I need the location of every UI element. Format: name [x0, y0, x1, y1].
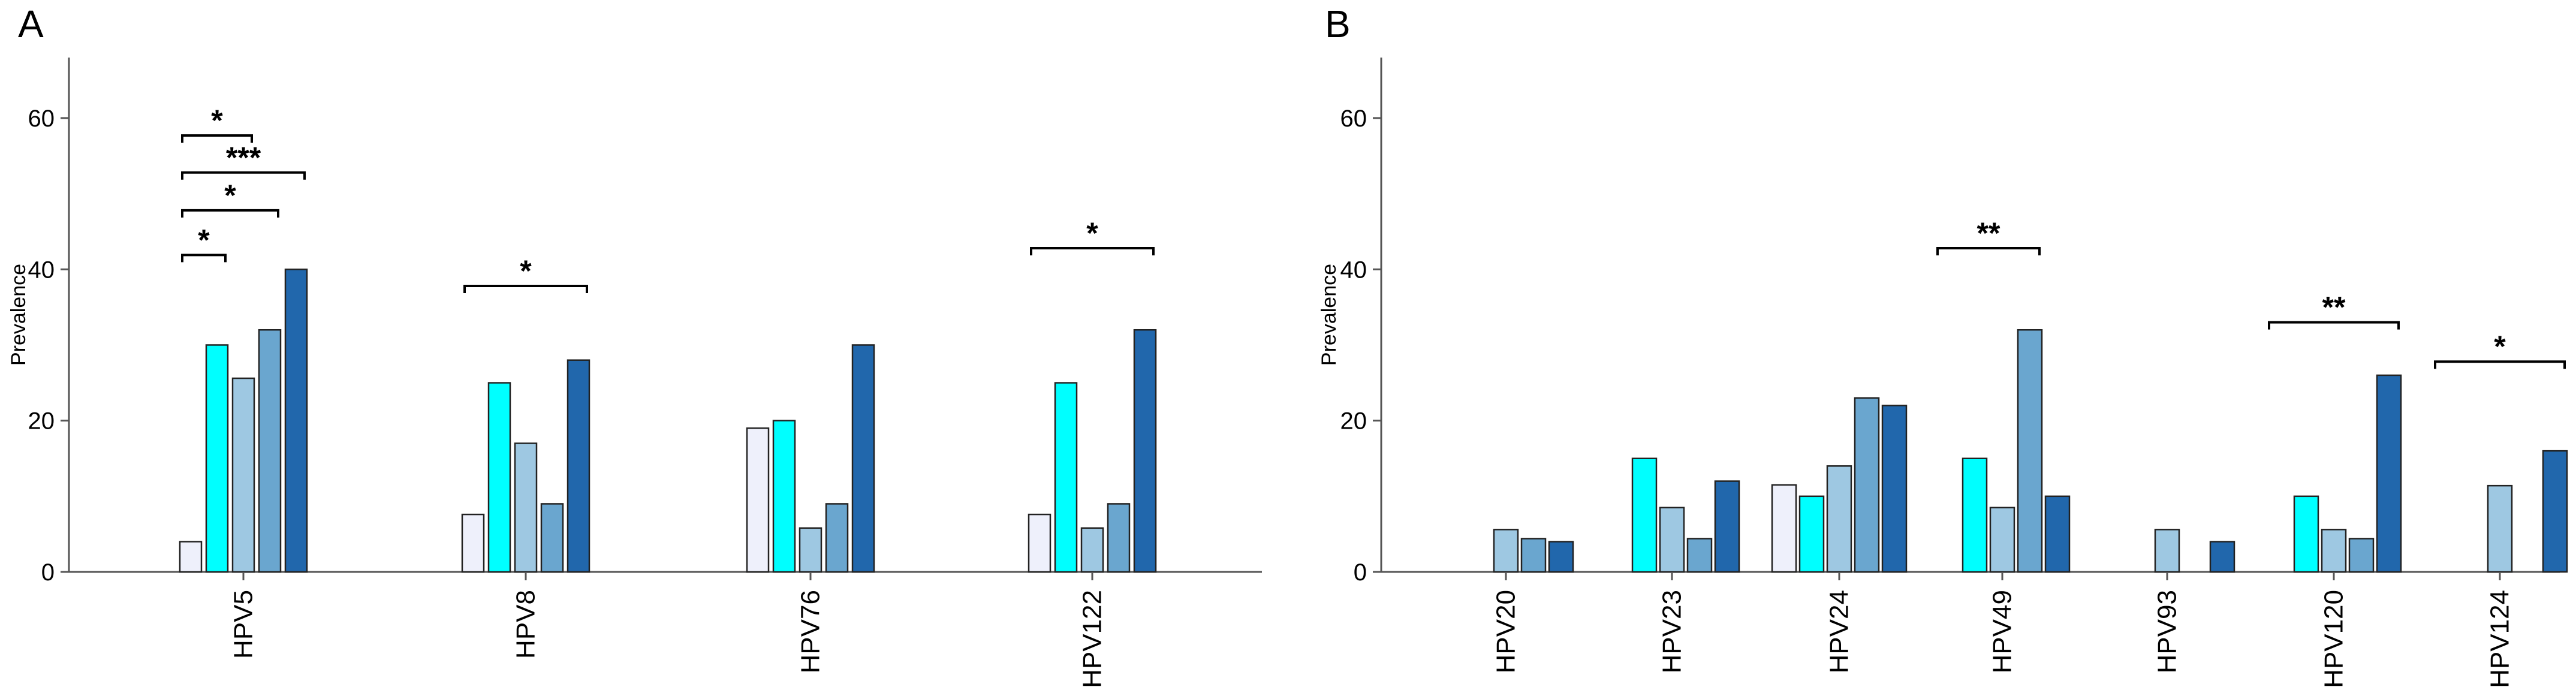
- panel-a-bar-hpv8-s4: [540, 503, 564, 573]
- panel-a-bar-hpv8-s3: [514, 442, 538, 573]
- panel-a-significance-label: ***: [226, 141, 261, 174]
- panel-b-significance-label: **: [1977, 216, 2000, 250]
- panel-b-y-tick-label: 60: [1340, 106, 1367, 132]
- panel-b-category-label: HPV49: [1988, 590, 2017, 673]
- panel-b-category-label: HPV23: [1658, 590, 1687, 673]
- panel-a-y-tick-label: 60: [28, 106, 55, 132]
- panel-a-significance-label: *: [1086, 216, 1098, 250]
- panel-b-bar-hpv120-s5: [2376, 374, 2402, 573]
- panel-a-category-label: HPV8: [511, 590, 541, 659]
- panel-b-bar-hpv49-s2: [1962, 457, 1988, 573]
- panel-a-significance-bracket: [181, 171, 306, 180]
- panel-a-bar-hpv8-s2: [487, 382, 511, 573]
- panel-b-category-label: HPV120: [2319, 590, 2349, 688]
- panel-b-y-axis-label: Prevalence: [1318, 264, 1340, 366]
- panel-a-significance-label: *: [520, 254, 532, 288]
- panel-b-bar-hpv23-s2: [1631, 457, 1658, 573]
- panel-b-bar-hpv24-s3: [1826, 465, 1852, 573]
- panel-a-category-label: HPV5: [229, 590, 258, 659]
- panel-a-letter: A: [18, 2, 44, 46]
- panel-b-bar-hpv23-s5: [1714, 480, 1740, 573]
- panel-a-significance-bracket: [463, 285, 588, 294]
- panel-a-bar-hpv122-s2: [1054, 382, 1078, 573]
- panel-b-bar-hpv49-s3: [1989, 507, 2015, 573]
- panel-a-bar-hpv5-s5: [284, 269, 308, 573]
- panel-a-bar-hpv5-s2: [205, 344, 229, 573]
- panel-a-bar-hpv5-s1: [179, 541, 203, 573]
- panel-b-bar-hpv49-s5: [2044, 495, 2071, 573]
- panel-b-bar-hpv23-s3: [1659, 507, 1685, 573]
- panel-a-bar-hpv5-s3: [231, 377, 255, 573]
- panel-a-significance-bracket: [1030, 246, 1155, 255]
- panel-a-y-axis-label: Prevalence: [7, 264, 30, 366]
- panel-a-bar-hpv122-s1: [1028, 513, 1052, 573]
- panel-b-bar-hpv120-s2: [2293, 495, 2319, 573]
- panel-b-y-tick-label: 20: [1340, 408, 1367, 435]
- panel-b-bar-hpv24-s5: [1881, 405, 1908, 573]
- panel-b-significance-label: **: [2322, 291, 2346, 324]
- panel-b-category-label: HPV24: [1825, 590, 1854, 673]
- panel-b-bar-hpv20-s3: [1493, 529, 1519, 573]
- panel-a-bar-hpv122-s4: [1107, 503, 1131, 573]
- panel-b-y-tick-label: 0: [1354, 559, 1367, 586]
- panel-b-bar-hpv20-s5: [1548, 541, 1574, 573]
- panel-b-category-label: HPV93: [2153, 590, 2182, 673]
- panel-b-category-label: HPV20: [1492, 590, 1521, 673]
- panel-a-bar-hpv76-s1: [746, 427, 770, 573]
- panel-b-bar-hpv120-s4: [2348, 538, 2375, 573]
- panel-a-bar-hpv122-s3: [1080, 527, 1104, 573]
- panel-b-bar-hpv93-s5: [2209, 541, 2235, 573]
- panel-a-significance-bracket: [181, 209, 279, 218]
- panel-b-bar-hpv120-s3: [2321, 529, 2347, 573]
- panel-a-significance-bracket: [181, 254, 227, 263]
- panel-a-y-tick-label: 0: [41, 559, 55, 586]
- panel-b-significance-bracket: [2268, 321, 2400, 330]
- panel-b-category-label: HPV124: [2485, 590, 2515, 688]
- panel-a-bar-hpv76-s2: [772, 420, 796, 573]
- panel-b-letter: B: [1325, 2, 1351, 46]
- panel-b-bar-hpv24-s4: [1854, 397, 1880, 573]
- panel-b-chart: B 0 20 40 60 Prevalence HPV20 HPV23 HPV24 HPV49 H…: [1318, 2, 2568, 688]
- panel-b-bar-hpv23-s4: [1686, 538, 1713, 573]
- panel-b-y-tick-label: 40: [1340, 257, 1367, 283]
- panel-a-bar-hpv76-s3: [799, 527, 822, 573]
- panel-b-significance-bracket: [2434, 360, 2566, 369]
- panel-a-y-tick-label: 40: [28, 257, 55, 283]
- panel-b-significance-bracket: [1936, 246, 2041, 255]
- panel-a-bar-hpv76-s5: [851, 344, 875, 573]
- panel-a-significance-label: *: [198, 223, 210, 257]
- panel-a-significance-bracket: [181, 134, 253, 143]
- panel-a-bar-hpv8-s1: [461, 513, 485, 573]
- panel-a-bar-hpv5-s4: [258, 329, 282, 573]
- panel-a-bar-hpv122-s5: [1133, 329, 1157, 573]
- panel-b-bar-hpv49-s4: [2017, 329, 2043, 573]
- panel-b-bar-hpv93-s3: [2154, 529, 2180, 573]
- panel-a-bar-hpv8-s5: [567, 359, 590, 573]
- panel-a-significance-label: *: [224, 179, 236, 212]
- panel-a-y-tick-label: 20: [28, 408, 55, 435]
- panel-a-category-label: HPV122: [1078, 590, 1107, 688]
- panel-a-significance-label: *: [211, 104, 223, 137]
- panel-a-bar-hpv76-s4: [825, 503, 849, 573]
- panel-b-bar-hpv124-s3: [2487, 484, 2513, 573]
- panel-b-bar-hpv124-s5: [2542, 450, 2568, 573]
- panel-b-bar-hpv20-s4: [1520, 538, 1547, 573]
- panel-b-significance-label: *: [2494, 330, 2506, 363]
- panel-b-bar-hpv24-s1: [1771, 484, 1797, 573]
- panel-b-bar-hpv24-s2: [1798, 495, 1825, 573]
- panel-a-category-label: HPV76: [796, 590, 825, 673]
